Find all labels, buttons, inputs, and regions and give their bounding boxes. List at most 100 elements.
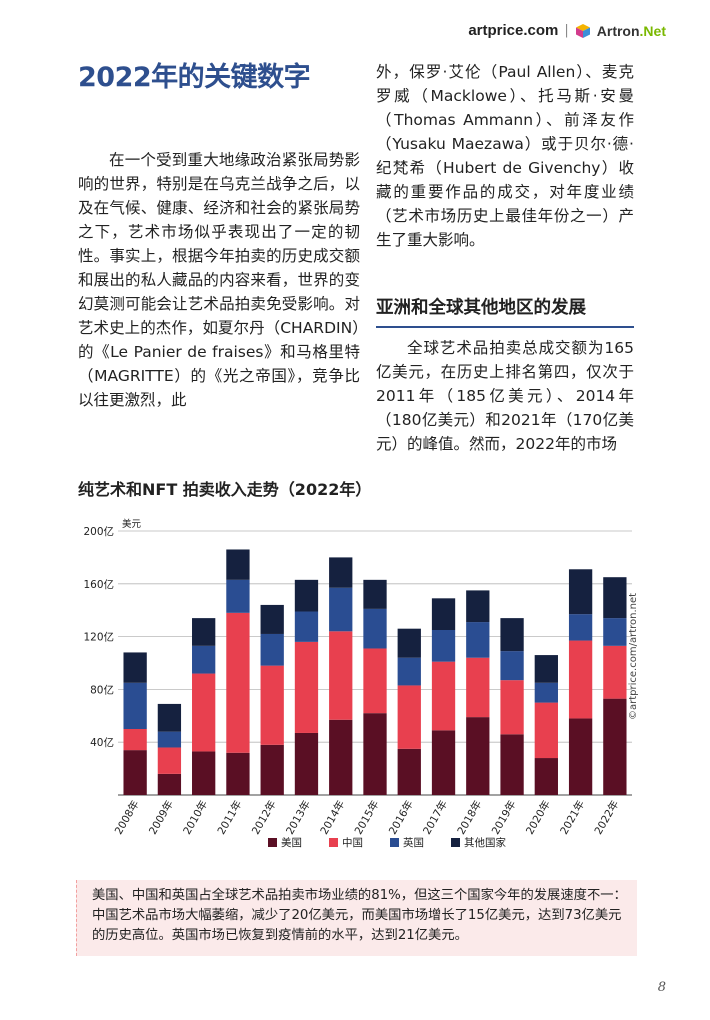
x-tick-label: 2019年 xyxy=(489,798,519,837)
bar-segment xyxy=(329,631,353,720)
y-tick-label: 160亿 xyxy=(83,578,114,591)
bar-segment xyxy=(500,618,524,652)
legend-label: 中国 xyxy=(342,836,363,849)
bar-segment xyxy=(534,682,558,703)
header-logos: artprice.com | Artron.Net xyxy=(468,22,666,39)
bar-segment xyxy=(397,628,421,658)
chart-container: 40亿 80亿 120亿 160亿 200亿 美元 2008年 2009年 2010年 2011年… xyxy=(70,505,650,865)
bar-segment xyxy=(568,569,593,615)
bar-segment xyxy=(534,655,558,683)
bar-segment xyxy=(226,612,250,753)
artprice-logo: artprice.com xyxy=(468,22,559,39)
chart-title: 纯艺术和NFT 拍卖收入走势（2022年） xyxy=(78,480,372,499)
x-tick-label: 2018年 xyxy=(455,798,485,837)
bar-segment xyxy=(466,590,490,623)
bar-segment xyxy=(500,680,524,735)
bar-segment xyxy=(568,640,593,719)
bar-segment xyxy=(294,641,319,733)
bar-segment xyxy=(500,734,524,795)
x-tick-label: 2009年 xyxy=(146,798,176,837)
bar-segment xyxy=(192,645,216,674)
bar-segment xyxy=(534,702,558,759)
x-tick-label: 2022年 xyxy=(592,798,622,837)
page-number: 8 xyxy=(657,980,666,995)
bar-segment xyxy=(123,729,147,751)
artron-logo: Artron.Net xyxy=(596,22,666,39)
y-unit-label: 美元 xyxy=(122,518,142,530)
x-tick-label: 2008年 xyxy=(112,798,142,837)
bar-segment xyxy=(603,577,627,619)
x-tick-label: 2012年 xyxy=(249,798,279,837)
bar-segment xyxy=(329,557,353,588)
bar-segment xyxy=(260,665,284,745)
bar-segment xyxy=(363,648,387,714)
bar-segment xyxy=(294,579,319,612)
bar-segment xyxy=(192,751,216,795)
chart-caption: 美国、中国和英国占全球艺术品拍卖市场业绩的81%，但这三个国家今年的发展速度不一… xyxy=(92,888,627,943)
bar-segment xyxy=(329,719,353,795)
bar-segment xyxy=(363,608,387,649)
legend-swatch xyxy=(390,838,399,847)
bar-segment xyxy=(431,630,456,662)
x-tick-label: 2021年 xyxy=(557,798,587,837)
legend-label: 英国 xyxy=(403,836,424,849)
caption-box xyxy=(76,880,637,956)
bar-segment xyxy=(157,773,182,795)
right-column: 外，保罗·艾伦（Paul Allen）、麦克罗威（Macklowe）、托马斯·安… xyxy=(376,60,634,456)
legend-label: 其他国家 xyxy=(464,836,506,849)
bar-segment xyxy=(534,758,558,795)
bar-segment xyxy=(568,718,593,795)
bar-segment xyxy=(363,713,387,795)
page-title: 2022年的关键数字 xyxy=(78,62,311,93)
bar-segment xyxy=(123,750,147,795)
section-title: 亚洲和全球其他地区的发展 xyxy=(376,290,634,328)
bar-segment xyxy=(603,645,627,699)
bar-segment xyxy=(466,717,490,795)
y-tick-label: 80亿 xyxy=(90,683,114,696)
y-tick-label: 40亿 xyxy=(90,736,114,749)
bar-segment xyxy=(431,661,456,731)
legend-label: 美国 xyxy=(281,836,302,849)
bar-segment xyxy=(603,618,627,646)
bar-segment xyxy=(397,657,421,686)
y-tick-label: 200亿 xyxy=(83,525,114,538)
left-column: 2022年的关键数字 在一个受到重大地缘政治紧张局势影响的世界，特别是在乌克兰战… xyxy=(78,60,360,412)
artron-cube-icon xyxy=(575,23,590,38)
bar-segment xyxy=(397,748,421,795)
legend-swatch xyxy=(451,838,460,847)
bar-segment xyxy=(363,579,387,609)
bar-segment xyxy=(157,703,182,732)
continued-paragraph: 外，保罗·艾伦（Paul Allen）、麦克罗威（Macklowe）、托马斯·安… xyxy=(376,63,634,249)
logo-separator: | xyxy=(564,23,569,38)
bar-segment xyxy=(260,604,284,634)
bar-segment xyxy=(123,682,147,729)
x-tick-label: 2015年 xyxy=(352,798,382,837)
bar-segment xyxy=(226,752,250,795)
bar-segment xyxy=(466,657,490,718)
copyright-watermark: ©artprice.com/artron.net xyxy=(628,592,639,720)
bar-segment xyxy=(431,730,456,795)
bar-segment xyxy=(123,652,147,683)
bar-segment xyxy=(500,651,524,681)
bar-segment xyxy=(294,611,319,642)
bar-segment xyxy=(260,744,284,795)
bar-segment xyxy=(226,579,250,613)
x-tick-label: 2020年 xyxy=(523,798,553,837)
section-paragraph: 全球艺术品拍卖总成交额为165亿美元，在历史上排名第四，仅次于2011年（185… xyxy=(376,339,634,453)
bar-segment xyxy=(226,549,250,580)
bar-segment xyxy=(157,747,182,774)
bar-segment xyxy=(294,732,319,795)
intro-paragraph: 在一个受到重大地缘政治紧张局势影响的世界，特别是在乌克兰战争之后，以及在气候、健… xyxy=(78,151,360,409)
bar-segment xyxy=(397,685,421,749)
bar-segment xyxy=(466,622,490,658)
legend-swatch xyxy=(329,838,338,847)
bar-segment xyxy=(192,618,216,646)
bar-segment xyxy=(157,731,182,748)
x-tick-label: 2014年 xyxy=(317,798,347,837)
x-tick-label: 2017年 xyxy=(420,798,450,837)
bar-segment xyxy=(260,633,284,666)
bar-segment xyxy=(603,698,627,795)
bar-segment xyxy=(568,614,593,641)
x-tick-label: 2016年 xyxy=(386,798,416,837)
